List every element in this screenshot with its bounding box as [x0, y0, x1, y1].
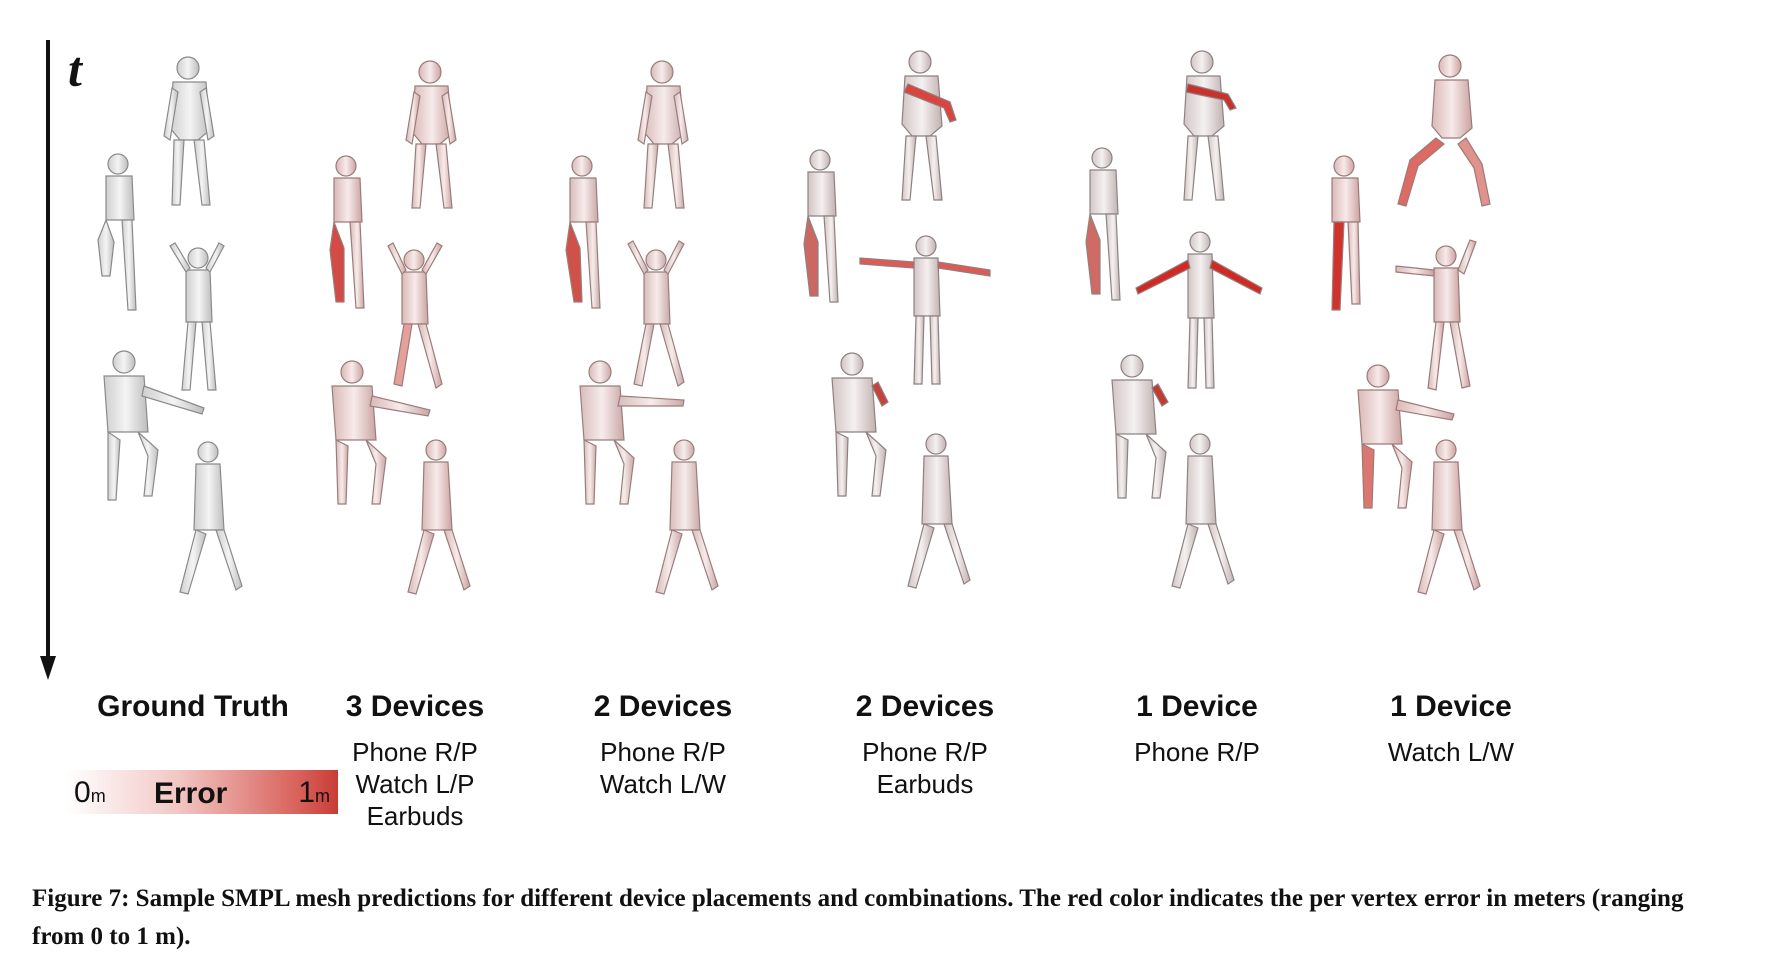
device-label: Phone R/P [862, 737, 988, 767]
device-label: Phone R/P [600, 737, 726, 767]
figure-7: t [40, 40, 1596, 840]
device-list: Phone R/P Watch L/P Earbuds [270, 736, 560, 832]
column-2-devices-earbuds: 2 Devices Phone R/P Earbuds [780, 40, 1070, 840]
device-list: Phone R/P [1052, 736, 1342, 768]
mesh-poses-2-devices-watch [565, 60, 719, 595]
mesh-poses-1-device-watch [1331, 54, 1491, 595]
figure-caption: Figure 7: Sample SMPL mesh predictions f… [32, 885, 1684, 950]
column-title: 1 Device [1390, 690, 1512, 723]
column-3-devices: 3 Devices Phone R/P Watch L/P Earbuds [270, 40, 560, 840]
mesh-poses-2-devices-earbuds [803, 50, 991, 589]
column-1-device-phone: 1 Device Phone R/P [1052, 40, 1342, 840]
mesh-poses-ground-truth [97, 56, 243, 595]
device-label: Watch L/P [355, 769, 475, 799]
device-list: Watch L/W [1306, 736, 1596, 768]
mesh-poses-3-devices [329, 60, 471, 595]
device-label: Earbuds [876, 769, 974, 799]
column-title: 3 Devices [345, 690, 485, 723]
column-1-device-watch: 1 Device Watch L/W [1306, 40, 1596, 840]
device-label: Earbuds [366, 801, 464, 831]
mesh-poses-1-device-phone [1085, 50, 1263, 589]
device-label: Phone R/P [1134, 737, 1260, 767]
time-axis-label: t [68, 41, 82, 97]
column-2-devices-watch: 2 Devices Phone R/P Watch L/W [518, 40, 808, 840]
column-title: 2 Devices [593, 690, 733, 723]
colorbar-min: 0m [74, 776, 106, 809]
colorbar-label: Error [154, 777, 228, 810]
device-label: Watch L/W [599, 769, 727, 799]
column-title: Ground Truth [97, 690, 289, 723]
column-title: 1 Device [1136, 690, 1258, 723]
device-list: Phone R/P Earbuds [780, 736, 1070, 800]
column-ground-truth: Ground Truth [48, 40, 338, 840]
device-list: Phone R/P Watch L/W [518, 736, 808, 800]
colorbar-max: 1m [298, 776, 330, 809]
error-colorbar: 0m Error 1m [66, 770, 338, 814]
time-axis-arrow [40, 40, 56, 680]
device-label: Phone R/P [352, 737, 478, 767]
column-title: 2 Devices [855, 690, 995, 723]
device-label: Watch L/W [1387, 737, 1515, 767]
